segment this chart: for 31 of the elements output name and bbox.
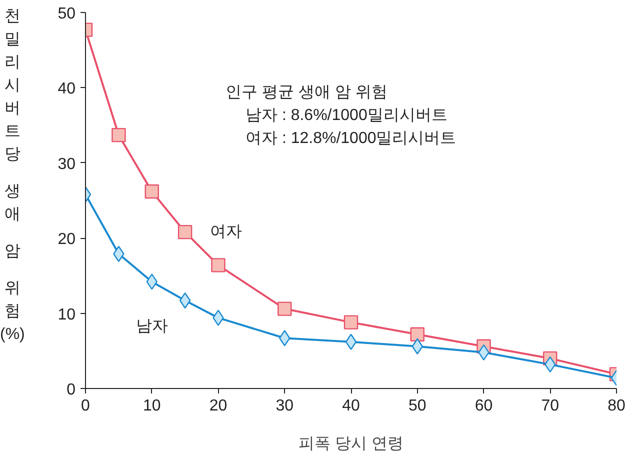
y-tick-label: 20 [58,231,76,248]
y-tick-label: 40 [58,80,76,98]
point [345,334,357,350]
point [278,302,292,316]
y-tick-label: 10 [58,306,76,324]
x-tick-label: 10 [142,398,161,414]
series-label: 남자 [136,318,168,336]
x-tick-label: 20 [209,398,228,414]
point [211,258,226,272]
x-axis-title: 피폭 당시 연령 [298,436,404,452]
point [144,184,159,199]
point [179,292,191,309]
annotation: 인구 평균 생애 암 위험 [226,84,388,101]
annotation: 남자 : 8.6%/1000밀리시버트 [246,107,448,124]
point [344,315,358,330]
x-tick-label: 30 [276,398,294,414]
x-tick-label: 80 [608,398,626,414]
point [178,224,192,240]
series-label: 여자 [210,224,242,241]
y-tick-label: 30 [58,156,76,173]
x-tick-label: 50 [408,398,426,414]
text: 천밀리시버트당 생애 암 위험(%) [0,8,25,343]
point [410,327,424,342]
x-tick-label: 0 [81,398,90,414]
x-tick-label: 40 [342,398,360,414]
y-tick-label: 0 [66,382,76,398]
point [112,128,126,142]
x-tick-label: 60 [474,398,493,414]
annotation: 여자 : 12.8%/1000밀리시버트 [246,130,456,147]
y-tick-label: 50 [58,6,76,22]
x-tick-label: 70 [541,398,560,414]
